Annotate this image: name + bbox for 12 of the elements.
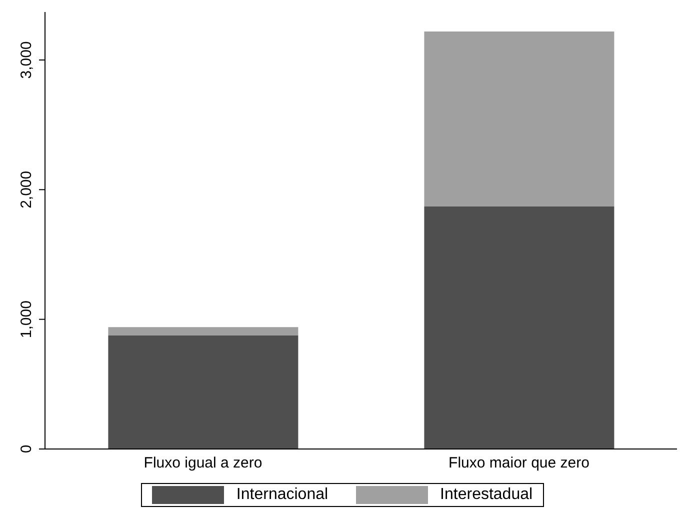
- y-tick-label: 0: [18, 444, 35, 454]
- bar: [424, 206, 614, 449]
- y-tick-label: 3,000: [18, 41, 35, 79]
- bar: [424, 31, 614, 207]
- x-tick-label: Fluxo igual a zero: [144, 454, 262, 472]
- x-tick-label: Fluxo maior que zero: [448, 454, 590, 472]
- legend-label: Interestadual: [440, 486, 533, 504]
- y-tick-label: 1,000: [18, 300, 35, 338]
- bar: [108, 327, 298, 336]
- bar: [108, 336, 298, 449]
- y-tick-label: 2,000: [18, 170, 35, 208]
- legend-label: Internacional: [236, 486, 328, 504]
